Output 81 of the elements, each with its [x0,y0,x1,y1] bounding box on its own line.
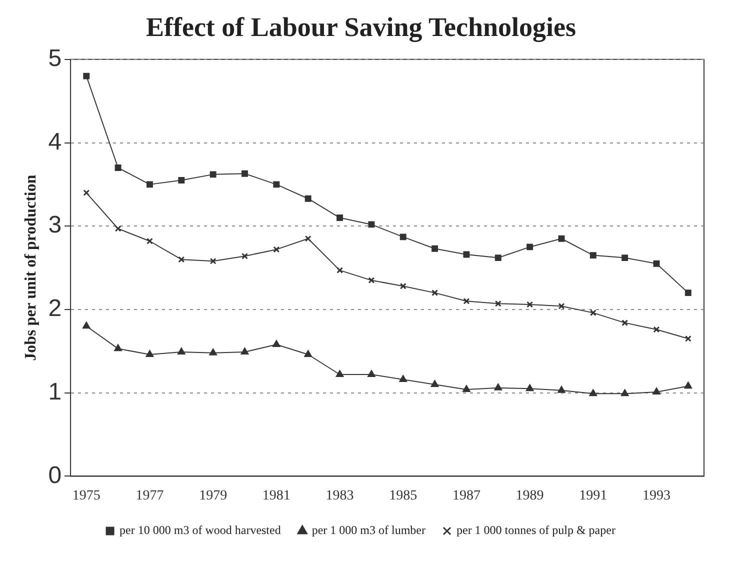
point [558,302,565,310]
point [590,252,596,259]
point [590,310,596,316]
point [146,238,153,244]
point [463,251,470,258]
point [178,348,186,354]
point [273,246,280,253]
point [399,375,407,382]
x-tick-label: 1977 [136,488,164,504]
y-tick-label: 5 [48,45,62,72]
point [622,320,628,326]
point [684,290,692,296]
point [400,282,406,290]
point [494,384,502,390]
point [622,254,628,262]
point [652,388,660,395]
point [146,181,153,188]
y-tick-label: 2 [48,295,62,322]
point [114,164,122,171]
point [558,235,565,242]
point [684,382,692,389]
point [653,326,660,333]
point [621,389,629,396]
point [462,385,470,392]
point [653,260,660,267]
point [83,190,90,196]
point [178,256,185,263]
point [210,171,216,178]
point [684,335,692,342]
y-tick-label: 3 [48,212,62,239]
x-tick-label: 1979 [199,488,228,504]
x-tick-label: 1991 [579,488,608,504]
point [242,170,248,177]
point [431,380,439,388]
point [558,386,566,393]
point [526,301,534,308]
point [494,300,502,307]
point [589,389,597,396]
point [368,277,375,284]
y-tick-label: 0 [48,462,62,489]
x-tick-label: 1975 [72,488,100,504]
point [336,214,343,222]
point [304,350,312,357]
point [83,72,90,80]
point [432,290,438,296]
point [82,322,90,329]
point [463,298,470,304]
chart-title: Effect of Labour Saving Technologies [146,12,576,42]
point [210,258,216,264]
point [336,267,343,274]
point [368,221,375,228]
x-tick-label: 1993 [642,488,670,504]
point [114,225,122,232]
x-tick-label: 1985 [389,488,418,504]
point [526,244,534,250]
point [273,181,280,188]
point [494,254,502,262]
legend-label: per 10 000 m3 of wood harvested [120,523,281,538]
x-tick-label: 1987 [452,488,480,504]
y-axis-title: Jobs per unit of production [22,174,40,361]
point [526,384,534,392]
point [304,195,312,202]
legend-label: per 1 000 tonnes of pulp & paper [456,523,616,538]
point [272,340,280,347]
point [400,234,406,240]
point [336,370,344,377]
legend-label: per 1 000 m3 of lumber [312,523,426,538]
point [209,348,217,356]
x-tick-label: 1989 [516,488,544,504]
x-tick-label: 1981 [262,488,290,504]
point [240,348,249,354]
point [432,245,438,252]
point [368,370,376,377]
point [114,344,122,352]
point [242,252,248,260]
point [146,350,154,357]
x-tick-label: 1983 [326,488,354,504]
point [178,177,185,184]
y-tick-label: 1 [48,378,62,406]
y-tick-label: 4 [48,128,62,156]
point [304,235,312,242]
